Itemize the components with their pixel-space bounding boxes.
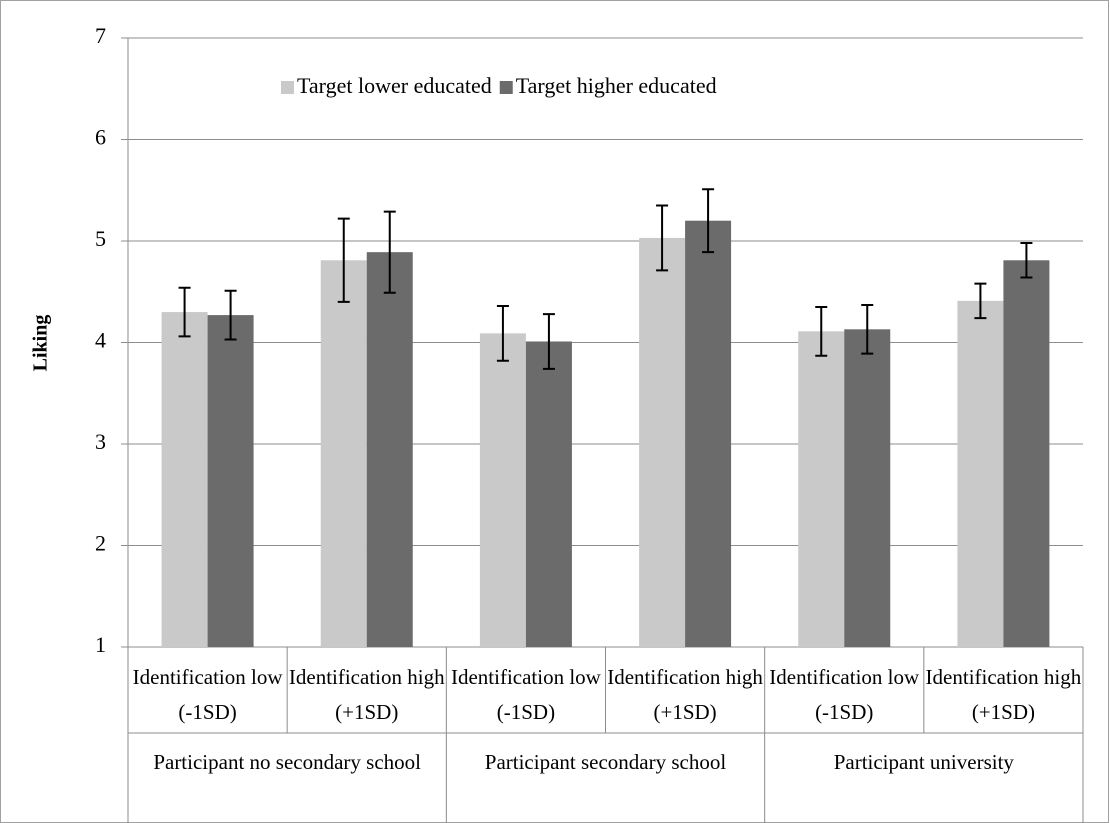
legend-swatch xyxy=(281,81,294,94)
y-tick-label: 1 xyxy=(95,632,106,657)
bar xyxy=(161,312,208,647)
bar xyxy=(798,331,845,647)
bar xyxy=(1003,260,1050,647)
bar xyxy=(639,237,686,647)
x-tick-label: Identification low (-1SD) xyxy=(450,665,601,724)
error-bar xyxy=(815,305,828,357)
bar xyxy=(320,260,367,647)
bar xyxy=(685,220,732,647)
bar xyxy=(479,333,526,647)
y-tick-label: 3 xyxy=(95,429,106,454)
error-bar xyxy=(178,286,191,338)
x-tick-label: Identification high (+1SD) xyxy=(288,665,445,724)
error-bar xyxy=(542,313,555,370)
bar xyxy=(844,329,891,647)
error-bar xyxy=(1020,242,1033,279)
bar xyxy=(525,341,572,647)
error-bar xyxy=(656,204,669,272)
x-tick-label: Identification high (+1SD) xyxy=(925,665,1082,724)
y-axis-label: Liking xyxy=(30,315,52,372)
y-tick-label: 6 xyxy=(95,125,106,150)
bar xyxy=(207,315,254,647)
legend-label: Target higher educated xyxy=(516,73,717,98)
legend-swatch xyxy=(499,81,513,94)
group-label: Participant university xyxy=(833,750,1014,774)
x-tick-label: Identification high (+1SD) xyxy=(607,665,763,724)
error-bar xyxy=(383,210,396,294)
bar xyxy=(366,252,413,648)
error-bar xyxy=(974,282,987,320)
group-label: Participant no secondary school xyxy=(153,750,421,774)
y-tick-label: 2 xyxy=(95,531,106,556)
bar xyxy=(957,300,1004,647)
y-tick-label: 5 xyxy=(95,226,106,251)
x-tick-label: Identification low (-1SD) xyxy=(769,665,920,724)
error-bar xyxy=(224,289,237,341)
group-label: Participant secondary school xyxy=(484,750,727,774)
error-bar xyxy=(861,303,874,355)
error-bar xyxy=(337,217,350,303)
x-tick-label: Identification low (-1SD) xyxy=(132,665,283,724)
y-tick-label: 4 xyxy=(95,328,106,353)
legend-label: Target lower educated xyxy=(297,73,492,98)
error-bar xyxy=(496,304,509,362)
y-tick-label: 7 xyxy=(95,23,106,48)
error-bar xyxy=(702,188,715,254)
